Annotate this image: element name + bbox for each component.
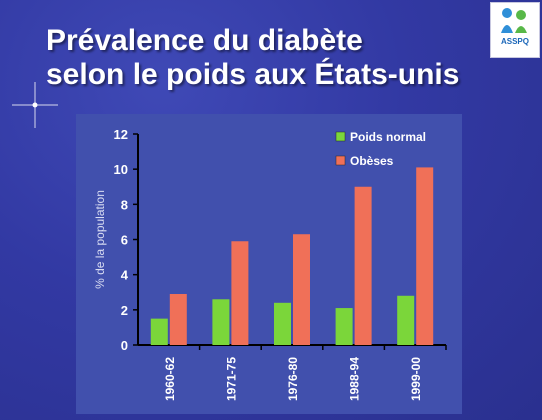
bar-obese [416,167,434,345]
legend-label: Poids normal [350,130,426,144]
y-tick-label: 0 [121,338,128,353]
bar-normal [274,302,291,345]
slide-title: Prévalence du diabète selon le poids aux… [46,24,459,92]
title-line-2: selon le poids aux États-unis [46,58,460,91]
bar-normal [397,295,415,345]
bar-chart: 0 2 4 6 8 10 12 % de la population 1960-62 1971-7… [93,127,447,401]
y-tick-label: 12 [114,127,128,142]
x-category-label: 1960-62 [163,357,177,401]
y-axis-title: % de la population [93,190,107,289]
bar-obese [169,294,187,345]
bar-normal [212,299,230,345]
title-line-1: Prévalence du diabète [46,24,363,57]
x-category-label: 1999-00 [409,357,423,401]
bar-obese [354,186,372,345]
x-category-label: 1988-94 [348,357,362,401]
organization-logo: ASSPQ [490,2,540,58]
logo-text: ASSPQ [500,37,529,46]
x-category-label: 1971-75 [224,357,238,401]
bar-obese [293,234,310,345]
bar-normal [335,308,353,345]
chart-panel: 0 2 4 6 8 10 12 % de la population 1960-62 1971-7… [76,114,462,414]
y-tick-label: 4 [121,268,129,283]
legend-label: Obèses [350,154,394,168]
y-tick-label: 10 [114,162,128,177]
legend-swatch [335,131,346,142]
sparkle-decoration [12,82,58,128]
bar-obese [231,241,249,345]
bar-normal [150,318,168,345]
x-category-label: 1976-80 [286,357,300,401]
logo-figures-icon [501,8,527,33]
y-tick-label: 6 [121,233,128,248]
y-tick-label: 2 [121,303,128,318]
legend-swatch [335,155,346,166]
y-tick-label: 8 [121,197,128,212]
